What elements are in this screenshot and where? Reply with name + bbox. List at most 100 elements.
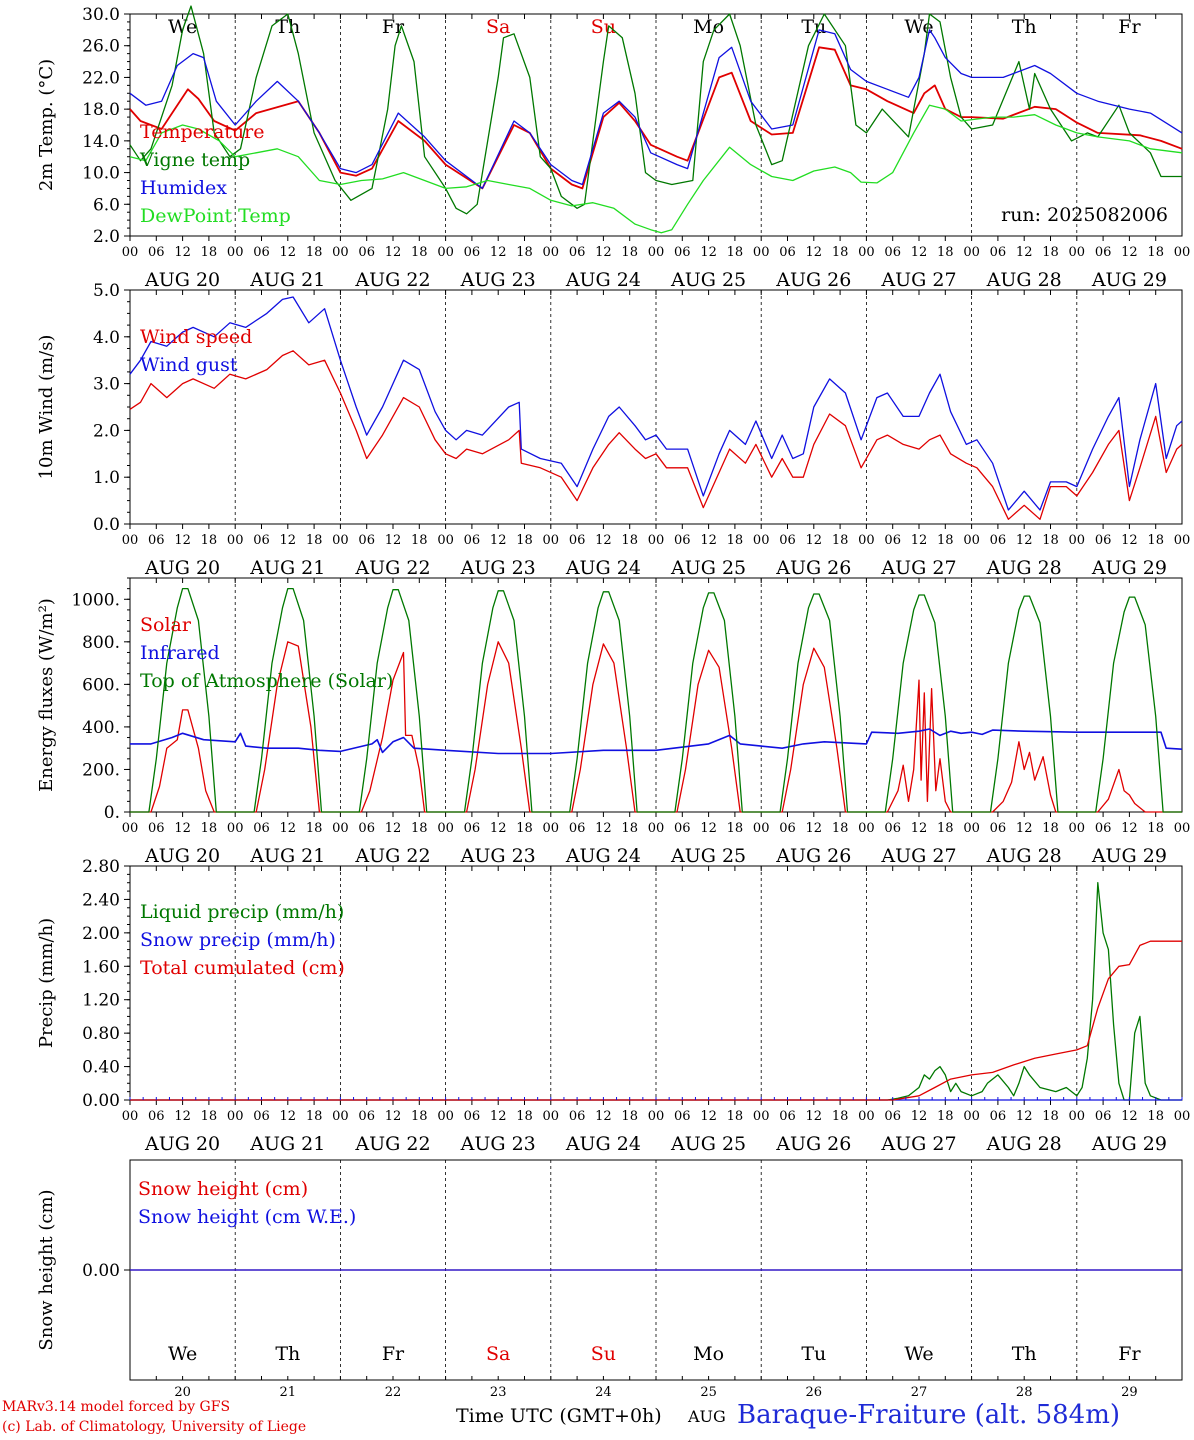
- date-label: AUG 20: [144, 845, 220, 867]
- hour-tick-label: 12: [280, 821, 297, 836]
- run-annotation: run: 2025082006: [1001, 204, 1168, 226]
- date-label: AUG 21: [249, 845, 325, 867]
- hour-tick-label: 18: [727, 821, 744, 836]
- hour-tick-label: 06: [358, 533, 375, 548]
- weekday-label: We: [904, 1343, 933, 1365]
- weekday-label: We: [168, 16, 197, 38]
- day-number-label: 25: [700, 1385, 717, 1400]
- y-tick-label: 6.0: [93, 195, 120, 215]
- hour-tick-label: 06: [569, 821, 586, 836]
- hour-tick-label: 00: [437, 533, 454, 548]
- hour-tick-label: 06: [1095, 533, 1112, 548]
- hour-tick-label: 06: [148, 1109, 165, 1124]
- day-number-label: 23: [490, 1385, 507, 1400]
- hour-tick-label: 12: [911, 821, 928, 836]
- y-tick-label: 2.0: [93, 421, 120, 441]
- hour-tick-label: 00: [543, 533, 560, 548]
- date-label: AUG 22: [354, 845, 430, 867]
- hour-tick-label: 00: [858, 1109, 875, 1124]
- hour-tick-label: 18: [1042, 533, 1059, 548]
- y-tick-label: 200.: [82, 760, 120, 780]
- lab-credit: (c) Lab. of Climatology, University of L…: [2, 1419, 307, 1435]
- y-tick-label: 2.00: [82, 924, 120, 944]
- hour-tick-label: 06: [148, 245, 165, 260]
- hour-tick-label: 12: [1121, 821, 1138, 836]
- station-title: Baraque-Fraiture (alt. 584m): [737, 1400, 1121, 1430]
- hour-tick-label: 00: [858, 533, 875, 548]
- legend-entry: Total cumulated (cm): [140, 957, 345, 979]
- y-tick-label: 10.0: [82, 164, 120, 184]
- hour-tick-label: 12: [174, 821, 191, 836]
- hour-tick-label: 18: [201, 533, 218, 548]
- date-label: AUG 20: [144, 557, 220, 579]
- hour-tick-label: 18: [621, 533, 638, 548]
- weekday-label: Tu: [801, 1343, 826, 1365]
- hour-tick-label: 12: [490, 821, 507, 836]
- model-credit: MARv3.14 model forced by GFS: [2, 1399, 231, 1415]
- y-tick-label: 1000.: [71, 590, 120, 610]
- date-label: AUG 22: [354, 269, 430, 291]
- hour-tick-label: 18: [1147, 245, 1164, 260]
- hour-tick-label: 06: [779, 1109, 796, 1124]
- hour-tick-label: 12: [174, 1109, 191, 1124]
- hour-tick-label: 00: [437, 1109, 454, 1124]
- hour-tick-label: 12: [806, 1109, 823, 1124]
- hour-tick-label: 18: [411, 245, 428, 260]
- hour-tick-label: 00: [1069, 245, 1086, 260]
- legend-entry: Wind speed: [140, 326, 252, 348]
- date-label: AUG 26: [775, 557, 851, 579]
- weekday-label: We: [904, 16, 933, 38]
- hour-tick-label: 18: [306, 533, 323, 548]
- legend-entry: Humidex: [140, 177, 227, 199]
- date-label: AUG 26: [775, 845, 851, 867]
- series-line-wind-gust: [129, 296, 1183, 511]
- hour-tick-label: 12: [385, 1109, 402, 1124]
- hour-tick-label: 06: [674, 245, 691, 260]
- weekday-label: Sa: [486, 1343, 510, 1365]
- hour-tick-label: 06: [779, 245, 796, 260]
- weekday-label: Th: [1012, 1343, 1037, 1365]
- hour-tick-label: 18: [727, 245, 744, 260]
- hour-tick-label: 12: [595, 533, 612, 548]
- hour-tick-label: 18: [411, 533, 428, 548]
- hour-tick-label: 00: [332, 245, 349, 260]
- y-tick-label: 0.: [104, 803, 120, 823]
- hour-tick-label: 00: [543, 1109, 560, 1124]
- date-label: AUG 23: [460, 1133, 536, 1155]
- hour-tick-label: 00: [963, 533, 980, 548]
- legend-entry: Wind gust: [140, 354, 238, 376]
- legend-entry: Solar: [140, 614, 192, 636]
- hour-tick-label: 00: [648, 533, 665, 548]
- date-label: AUG 25: [670, 557, 746, 579]
- hour-tick-label: 12: [490, 533, 507, 548]
- hour-tick-label: 12: [595, 245, 612, 260]
- series-line-solar: [130, 641, 1182, 813]
- date-label: AUG 24: [565, 269, 641, 291]
- hour-tick-label: 06: [464, 821, 481, 836]
- hour-tick-label: 18: [832, 1109, 849, 1124]
- day-number-label: 21: [280, 1385, 297, 1400]
- hour-tick-label: 18: [1147, 821, 1164, 836]
- y-tick-label: 1.0: [93, 468, 120, 488]
- hour-tick-label: 06: [569, 1109, 586, 1124]
- hour-tick-label: 12: [1016, 533, 1033, 548]
- weekday-label: Th: [275, 1343, 300, 1365]
- y-tick-label: 600.: [82, 675, 120, 695]
- y-tick-label: 5.0: [93, 281, 120, 301]
- date-label: AUG 24: [565, 845, 641, 867]
- hour-tick-label: 18: [516, 821, 533, 836]
- hour-tick-label: 18: [727, 533, 744, 548]
- legend-entry: Snow height (cm): [138, 1178, 308, 1200]
- y-tick-label: 0.00: [82, 1091, 120, 1111]
- date-label: AUG 25: [670, 1133, 746, 1155]
- weekday-label: Th: [275, 16, 300, 38]
- hour-tick-label: 12: [385, 533, 402, 548]
- day-number-label: 26: [806, 1385, 823, 1400]
- day-number-label: 29: [1121, 1385, 1138, 1400]
- hour-tick-label: 00: [227, 1109, 244, 1124]
- hour-tick-label: 18: [306, 245, 323, 260]
- legend-entry: Temperature: [140, 121, 264, 143]
- y-tick-label: 18.0: [82, 100, 120, 120]
- weekday-label: Fr: [1118, 16, 1141, 38]
